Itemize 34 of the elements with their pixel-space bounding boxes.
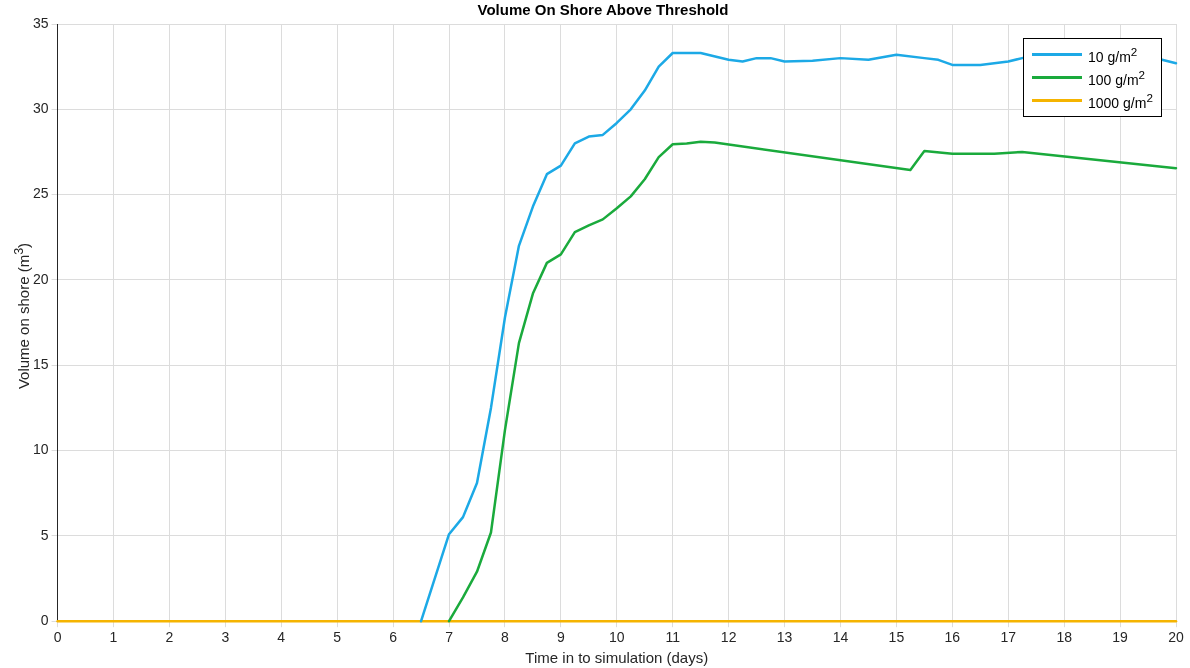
chart-title: Volume On Shore Above Threshold <box>477 1 729 19</box>
x-tick-label: 1 <box>109 629 118 646</box>
x-tick-label: 12 <box>720 629 737 646</box>
x-tick-label: 2 <box>165 629 174 646</box>
x-tick-label: 3 <box>221 629 230 646</box>
y-tick-label: 20 <box>32 270 49 287</box>
x-axis-title: Time in to simulation (days) <box>525 649 709 667</box>
x-tick-label: 13 <box>776 629 793 646</box>
y-tick-label: 35 <box>32 14 49 31</box>
x-tick-label: 18 <box>1056 629 1073 646</box>
x-tick-label: 16 <box>944 629 961 646</box>
x-tick-label: 19 <box>1112 629 1129 646</box>
x-tick-label: 11 <box>665 629 681 646</box>
y-tick-label: 25 <box>32 185 49 202</box>
x-tick-label: 20 <box>1168 629 1184 646</box>
x-tick-label: 0 <box>53 629 62 646</box>
legend-label: 1000 g/m$^{2}$ <box>1088 90 1153 111</box>
x-tick-label: 4 <box>277 629 286 646</box>
x-tick-label: 7 <box>445 629 454 646</box>
x-tick-label: 17 <box>1000 629 1017 646</box>
x-tick-label: 15 <box>888 629 905 646</box>
y-tick-label: 15 <box>32 356 49 373</box>
y-tick-label: 30 <box>32 100 49 117</box>
x-tick-label: 9 <box>556 629 565 646</box>
y-tick-label: 10 <box>32 441 49 458</box>
y-tick-label: 5 <box>40 526 49 543</box>
x-tick-label: 14 <box>832 629 849 646</box>
x-tick-label: 5 <box>333 629 342 646</box>
legend-label: 10 g/m$^{2}$ <box>1088 44 1138 65</box>
x-tick-label: 10 <box>609 629 625 646</box>
legend-label: 100 g/m$^{2}$ <box>1088 67 1146 88</box>
x-tick-label: 8 <box>501 629 510 646</box>
x-tick-label: 6 <box>389 629 398 646</box>
y-tick-label: 0 <box>40 612 49 629</box>
